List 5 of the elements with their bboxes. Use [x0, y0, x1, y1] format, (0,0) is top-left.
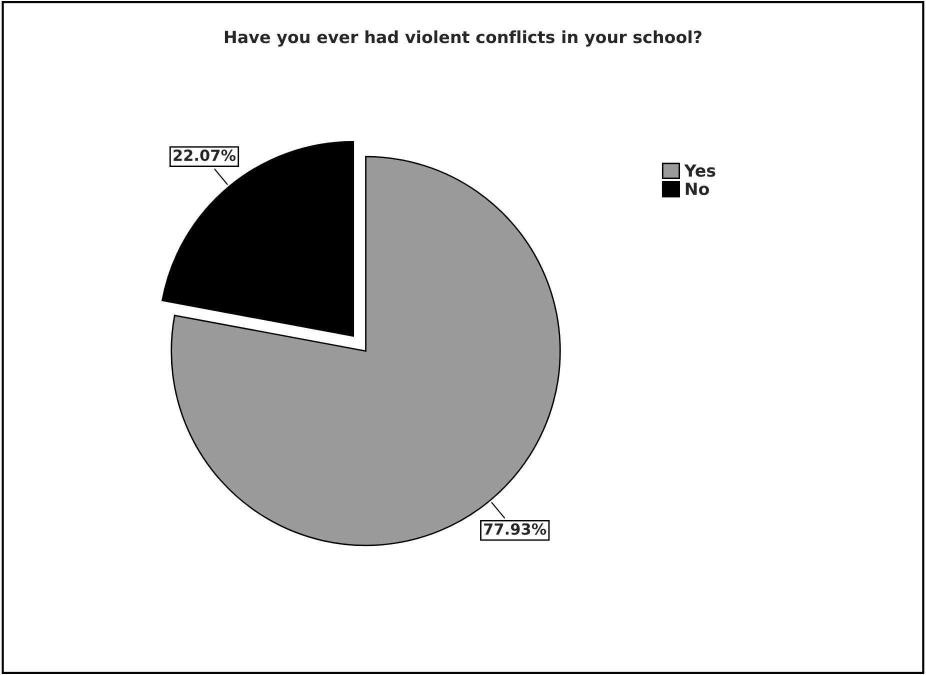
data-label: 77.93% [484, 523, 546, 535]
data-label: 22.07% [174, 150, 236, 162]
chart-title: Have you ever had violent conflicts in your school? [224, 30, 702, 47]
legend-label: No [686, 182, 709, 196]
legend-label: Yes [684, 164, 716, 177]
